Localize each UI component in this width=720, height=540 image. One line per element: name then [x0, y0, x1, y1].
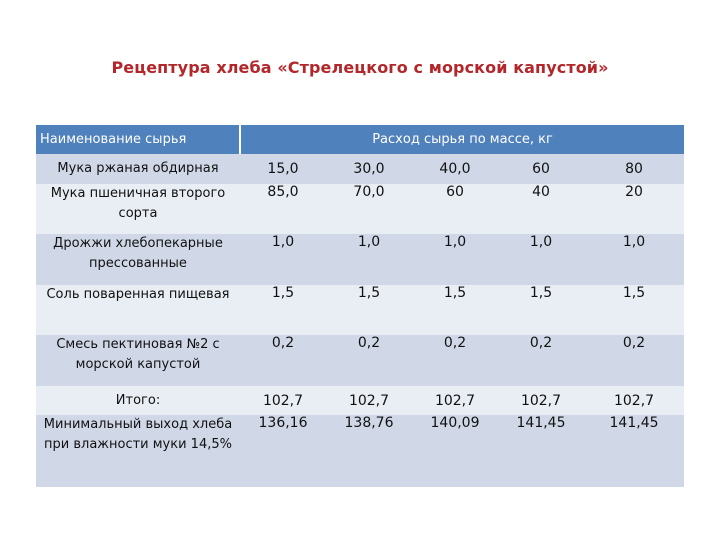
row-value: 138,76 [326, 415, 412, 487]
table-row: Итого: 102,7 102,7 102,7 102,7 102,7 [36, 386, 685, 415]
table-row: Мука пшеничная второго сорта 85,0 70,0 6… [36, 184, 685, 234]
page-title: Рецептура хлеба «Стрелецкого с морской к… [111, 58, 609, 77]
row-value: 102,7 [240, 386, 326, 415]
row-value: 40,0 [412, 154, 498, 184]
table-row: Дрожжи хлебопекарные прессованные 1,0 1,… [36, 234, 685, 285]
row-value: 85,0 [240, 184, 326, 234]
recipe-table: Наименование сырья Расход сырья по массе… [36, 125, 685, 487]
row-value: 30,0 [326, 154, 412, 184]
row-name: Мука пшеничная второго сорта [36, 184, 240, 234]
row-value: 70,0 [326, 184, 412, 234]
row-value: 0,2 [412, 335, 498, 386]
row-value: 102,7 [412, 386, 498, 415]
row-name: Итого: [36, 386, 240, 415]
row-value: 60 [412, 184, 498, 234]
row-value: 0,2 [240, 335, 326, 386]
row-value: 140,09 [412, 415, 498, 487]
table-header-row: Наименование сырья Расход сырья по массе… [36, 125, 685, 154]
table-row: Минимальный выход хлеба при влажности му… [36, 415, 685, 487]
row-value: 102,7 [584, 386, 685, 415]
row-value: 1,0 [498, 234, 584, 285]
row-name: Минимальный выход хлеба при влажности му… [36, 415, 240, 487]
row-value: 1,0 [240, 234, 326, 285]
row-value: 1,5 [498, 285, 584, 335]
row-value: 15,0 [240, 154, 326, 184]
row-value: 80 [584, 154, 685, 184]
row-value: 102,7 [498, 386, 584, 415]
row-value: 141,45 [584, 415, 685, 487]
table-row: Мука ржаная обдирная 15,0 30,0 40,0 60 8… [36, 154, 685, 184]
row-value: 1,5 [326, 285, 412, 335]
header-spend: Расход сырья по массе, кг [240, 125, 685, 154]
row-value: 0,2 [498, 335, 584, 386]
row-name: Мука ржаная обдирная [36, 154, 240, 184]
row-name: Дрожжи хлебопекарные прессованные [36, 234, 240, 285]
row-name: Соль поваренная пищевая [36, 285, 240, 335]
row-value: 1,0 [584, 234, 685, 285]
row-value: 1,0 [326, 234, 412, 285]
row-value: 60 [498, 154, 584, 184]
table-row: Соль поваренная пищевая 1,5 1,5 1,5 1,5 … [36, 285, 685, 335]
row-name: Смесь пектиновая №2 с морской капустой [36, 335, 240, 386]
row-value: 136,16 [240, 415, 326, 487]
row-value: 1,5 [240, 285, 326, 335]
row-value: 0,2 [584, 335, 685, 386]
row-value: 40 [498, 184, 584, 234]
row-value: 141,45 [498, 415, 584, 487]
table-row: Смесь пектиновая №2 с морской капустой 0… [36, 335, 685, 386]
header-name: Наименование сырья [36, 125, 241, 154]
row-value: 0,2 [326, 335, 412, 386]
row-value: 1,5 [584, 285, 685, 335]
row-value: 102,7 [326, 386, 412, 415]
row-value: 1,0 [412, 234, 498, 285]
row-value: 20 [584, 184, 685, 234]
row-value: 1,5 [412, 285, 498, 335]
